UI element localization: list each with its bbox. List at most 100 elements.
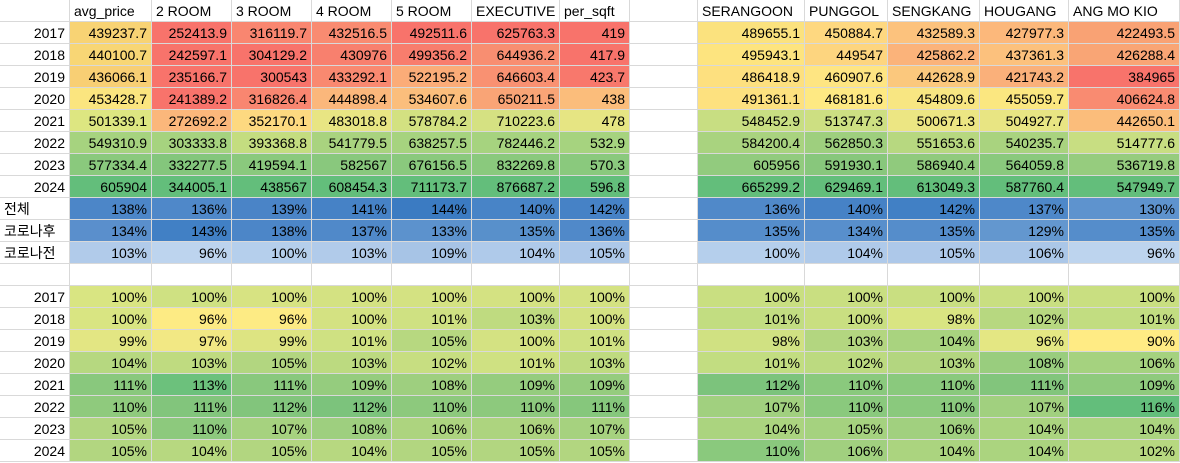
- yoy-percent-cell[interactable]: 105%: [70, 418, 152, 440]
- price-cell[interactable]: 578784.2: [392, 110, 472, 132]
- yoy-percent-cell[interactable]: 97%: [152, 330, 232, 352]
- yoy-percent-cell[interactable]: 100%: [560, 308, 630, 330]
- yoy-percent-cell[interactable]: 112%: [698, 374, 805, 396]
- yoy-percent-cell[interactable]: 100%: [232, 286, 312, 308]
- yoy-percent-cell[interactable]: 106%: [392, 418, 472, 440]
- empty-cell[interactable]: [698, 264, 805, 286]
- summary-percent-cell[interactable]: 130%: [1069, 198, 1180, 220]
- yoy-percent-cell[interactable]: 99%: [232, 330, 312, 352]
- yoy-percent-cell[interactable]: 101%: [698, 352, 805, 374]
- price-cell[interactable]: 501339.1: [70, 110, 152, 132]
- yoy-percent-cell[interactable]: 102%: [392, 352, 472, 374]
- price-cell[interactable]: 532.9: [560, 132, 630, 154]
- column-header[interactable]: HOUGANG: [980, 0, 1069, 22]
- price-cell[interactable]: 453428.7: [70, 88, 152, 110]
- price-cell[interactable]: 304129.2: [232, 44, 312, 66]
- price-cell[interactable]: 514777.6: [1069, 132, 1180, 154]
- price-cell[interactable]: 332277.5: [152, 154, 232, 176]
- yoy-percent-cell[interactable]: 111%: [70, 374, 152, 396]
- price-cell[interactable]: 586940.4: [888, 154, 980, 176]
- price-cell[interactable]: 638257.5: [392, 132, 472, 154]
- yoy-percent-cell[interactable]: 107%: [232, 418, 312, 440]
- yoy-percent-cell[interactable]: 99%: [70, 330, 152, 352]
- price-cell[interactable]: 455059.7: [980, 88, 1069, 110]
- price-cell[interactable]: 438: [560, 88, 630, 110]
- price-cell[interactable]: 432589.3: [888, 22, 980, 44]
- empty-cell[interactable]: [630, 176, 698, 198]
- empty-cell[interactable]: [888, 264, 980, 286]
- yoy-percent-cell[interactable]: 108%: [392, 374, 472, 396]
- price-cell[interactable]: 419594.1: [232, 154, 312, 176]
- row-label[interactable]: 2020: [0, 88, 70, 110]
- column-header[interactable]: PUNGGOL: [805, 0, 888, 22]
- empty-cell[interactable]: [232, 264, 312, 286]
- column-header[interactable]: 4 ROOM: [312, 0, 392, 22]
- row-label[interactable]: 2017: [0, 286, 70, 308]
- summary-percent-cell[interactable]: 96%: [1069, 242, 1180, 264]
- yoy-percent-cell[interactable]: 110%: [698, 440, 805, 462]
- price-cell[interactable]: 522195.2: [392, 66, 472, 88]
- yoy-percent-cell[interactable]: 104%: [980, 440, 1069, 462]
- price-cell[interactable]: 384965: [1069, 66, 1180, 88]
- summary-percent-cell[interactable]: 135%: [888, 220, 980, 242]
- empty-cell[interactable]: [630, 198, 698, 220]
- summary-percent-cell[interactable]: 138%: [70, 198, 152, 220]
- empty-cell[interactable]: [805, 264, 888, 286]
- summary-percent-cell[interactable]: 139%: [232, 198, 312, 220]
- yoy-percent-cell[interactable]: 110%: [805, 374, 888, 396]
- price-cell[interactable]: 235166.7: [152, 66, 232, 88]
- price-cell[interactable]: 541779.5: [312, 132, 392, 154]
- price-cell[interactable]: 450884.7: [805, 22, 888, 44]
- summary-percent-cell[interactable]: 142%: [888, 198, 980, 220]
- price-cell[interactable]: 564059.8: [980, 154, 1069, 176]
- price-cell[interactable]: 536719.8: [1069, 154, 1180, 176]
- summary-percent-cell[interactable]: 137%: [980, 198, 1069, 220]
- price-cell[interactable]: 500671.3: [888, 110, 980, 132]
- price-cell[interactable]: 425862.2: [888, 44, 980, 66]
- summary-percent-cell[interactable]: 136%: [560, 220, 630, 242]
- yoy-percent-cell[interactable]: 101%: [472, 352, 560, 374]
- yoy-percent-cell[interactable]: 109%: [472, 374, 560, 396]
- price-cell[interactable]: 625763.3: [472, 22, 560, 44]
- yoy-percent-cell[interactable]: 100%: [805, 308, 888, 330]
- price-cell[interactable]: 562850.3: [805, 132, 888, 154]
- price-cell[interactable]: 596.8: [560, 176, 630, 198]
- yoy-percent-cell[interactable]: 105%: [805, 418, 888, 440]
- price-cell[interactable]: 344005.1: [152, 176, 232, 198]
- price-cell[interactable]: 644936.2: [472, 44, 560, 66]
- yoy-percent-cell[interactable]: 111%: [152, 396, 232, 418]
- summary-percent-cell[interactable]: 138%: [232, 220, 312, 242]
- row-label[interactable]: 2023: [0, 418, 70, 440]
- price-cell[interactable]: 316119.7: [232, 22, 312, 44]
- price-cell[interactable]: 438567: [232, 176, 312, 198]
- price-cell[interactable]: 352170.1: [232, 110, 312, 132]
- yoy-percent-cell[interactable]: 100%: [1069, 286, 1180, 308]
- price-cell[interactable]: 711173.7: [392, 176, 472, 198]
- price-cell[interactable]: 504927.7: [980, 110, 1069, 132]
- price-cell[interactable]: 548452.9: [698, 110, 805, 132]
- summary-percent-cell[interactable]: 109%: [392, 242, 472, 264]
- price-cell[interactable]: 650211.5: [472, 88, 560, 110]
- yoy-percent-cell[interactable]: 100%: [312, 286, 392, 308]
- yoy-percent-cell[interactable]: 100%: [70, 286, 152, 308]
- price-cell[interactable]: 468181.6: [805, 88, 888, 110]
- empty-cell[interactable]: [630, 418, 698, 440]
- price-cell[interactable]: 676156.5: [392, 154, 472, 176]
- yoy-percent-cell[interactable]: 111%: [232, 374, 312, 396]
- column-header[interactable]: SERANGOON: [698, 0, 805, 22]
- price-cell[interactable]: 272692.2: [152, 110, 232, 132]
- summary-percent-cell[interactable]: 134%: [805, 220, 888, 242]
- row-label[interactable]: 2024: [0, 176, 70, 198]
- price-cell[interactable]: 478: [560, 110, 630, 132]
- yoy-percent-cell[interactable]: 108%: [312, 418, 392, 440]
- empty-cell[interactable]: [630, 330, 698, 352]
- price-cell[interactable]: 629469.1: [805, 176, 888, 198]
- yoy-percent-cell[interactable]: 105%: [560, 440, 630, 462]
- yoy-percent-cell[interactable]: 100%: [70, 308, 152, 330]
- yoy-percent-cell[interactable]: 103%: [152, 352, 232, 374]
- column-header[interactable]: per_sqft: [560, 0, 630, 22]
- price-cell[interactable]: 876687.2: [472, 176, 560, 198]
- empty-cell[interactable]: [630, 308, 698, 330]
- row-label[interactable]: 2017: [0, 22, 70, 44]
- empty-cell[interactable]: [630, 352, 698, 374]
